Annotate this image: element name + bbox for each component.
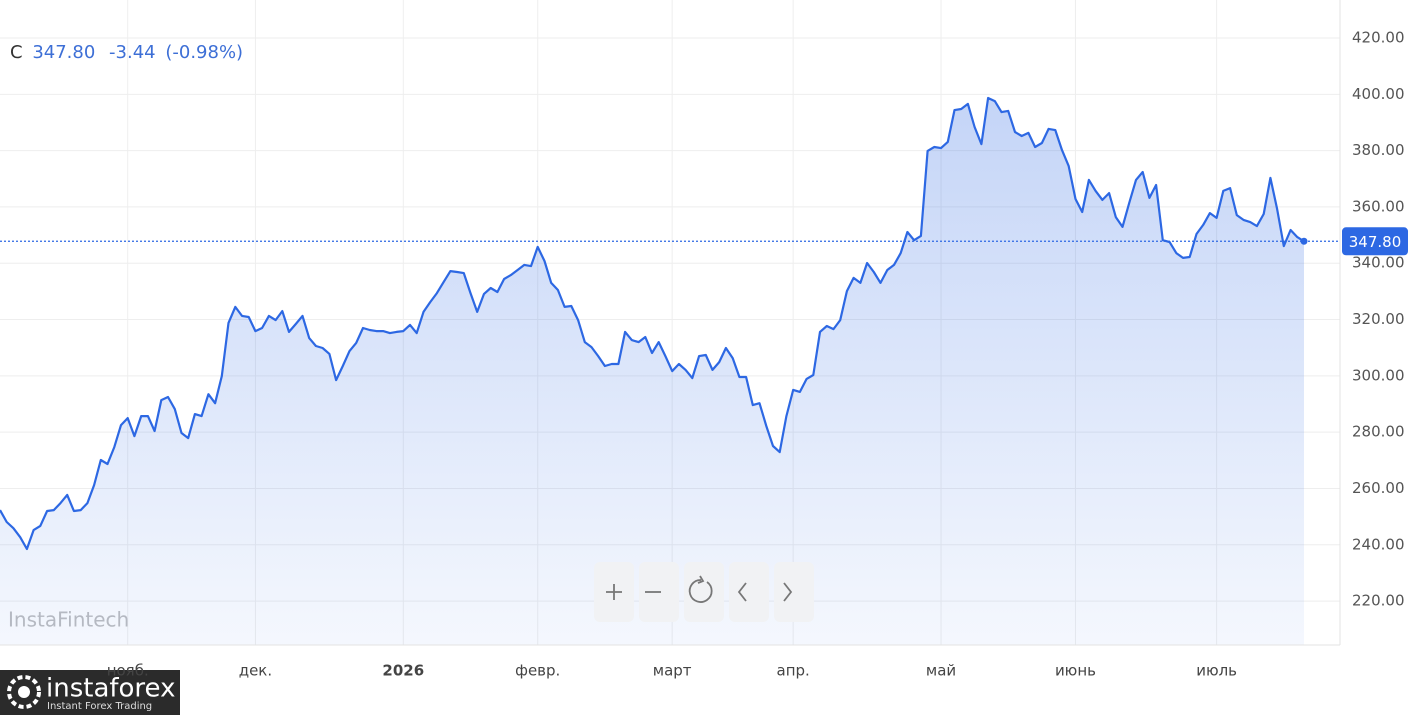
area (0, 98, 1304, 645)
logo: instaforex Instant Forex Trading (0, 670, 180, 715)
symbol: C (10, 42, 23, 63)
x-tick-label: дек. (239, 662, 272, 680)
watermark: InstaFintech (8, 608, 129, 632)
y-tick-label: 400.00 (1352, 85, 1405, 103)
x-tick-label: май (926, 662, 956, 680)
y-tick-label: 300.00 (1352, 366, 1405, 384)
x-tick-label: июль (1196, 662, 1237, 680)
reset-button[interactable] (684, 562, 724, 622)
last-point (1300, 237, 1308, 245)
y-tick-label: 240.00 (1352, 535, 1405, 553)
x-tick-label: 2026 (382, 662, 424, 680)
y-tick-label: 220.00 (1352, 592, 1405, 610)
x-tick-label: февр. (515, 662, 560, 680)
zoom-out-button[interactable] (639, 562, 679, 622)
x-tick-label: нояб. (107, 662, 149, 680)
price-tag-label: 347.80 (1349, 233, 1402, 251)
y-tick-label: 420.00 (1352, 29, 1405, 47)
price-tag (1342, 227, 1408, 256)
close: 347.80 (32, 42, 95, 63)
y-tick-label: 320.00 (1352, 310, 1405, 328)
line (0, 96, 1305, 551)
change-pct: (-0.98%) (165, 42, 243, 63)
y-tick-label: 280.00 (1352, 423, 1405, 441)
y-tick-label: 380.00 (1352, 141, 1405, 159)
logo-tagline: Instant Forex Trading (47, 701, 152, 712)
x-tick-label: март (653, 662, 692, 680)
zoom-in-button[interactable] (594, 562, 634, 622)
header: C 347.80 -3.44 (-0.98%) (10, 42, 243, 63)
x-tick-label: апр. (777, 662, 810, 680)
y-tick-label: 260.00 (1352, 479, 1405, 497)
zoom-controls (594, 562, 814, 622)
y-tick-label: 340.00 (1352, 254, 1405, 272)
y-tick-label: 360.00 (1352, 197, 1405, 215)
x-tick-label: июнь (1055, 662, 1096, 680)
logo-name: instaforex (46, 674, 175, 704)
scroll-left-button[interactable] (729, 562, 769, 622)
scroll-right-button[interactable] (774, 562, 814, 622)
change: -3.44 (109, 42, 156, 63)
